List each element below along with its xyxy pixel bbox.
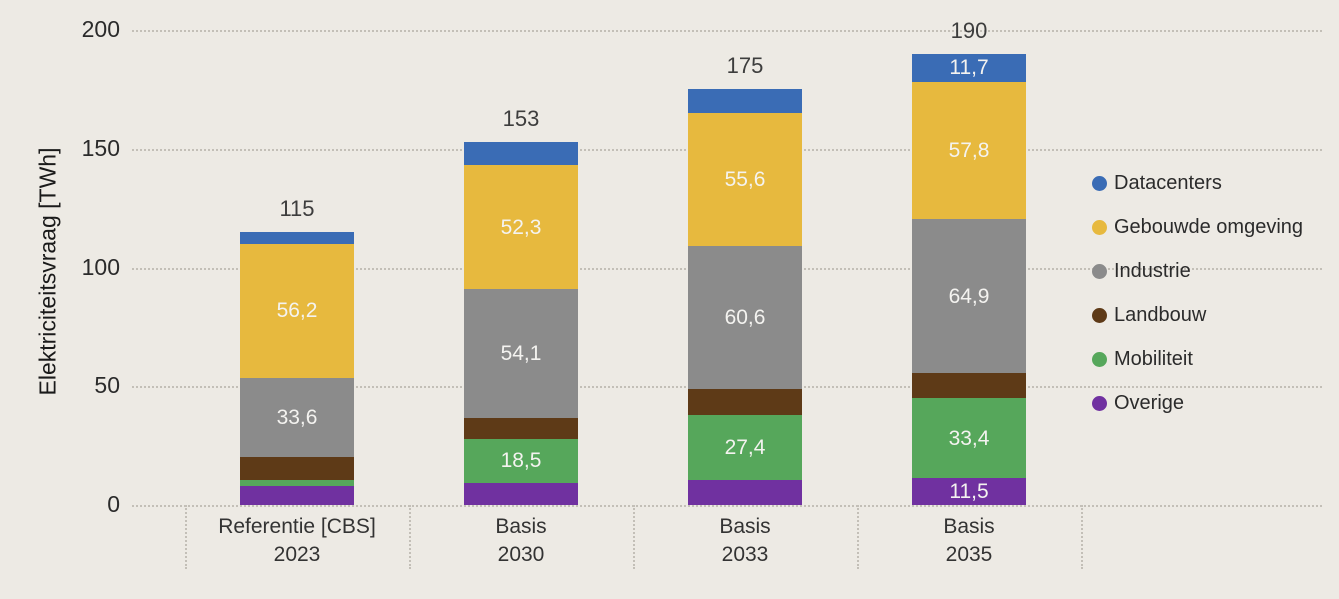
legend-label-datacenters: Datacenters — [1114, 172, 1222, 194]
segment-industrie: 33,6 — [240, 377, 354, 458]
legend-swatch-overige — [1092, 396, 1107, 411]
segment-mobiliteit: 18,5 — [464, 439, 578, 483]
x-category-separator — [857, 505, 859, 569]
y-tick-50: 50 — [94, 372, 120, 398]
x-category-line2: 2030 — [497, 543, 545, 567]
segment-value-label: 64,9 — [948, 284, 990, 308]
legend-item-datacenters: Datacenters — [1092, 172, 1303, 195]
bar-slot-2033: 175 55,6 60,6 27,4 — [633, 30, 857, 505]
segment-value-label: 33,4 — [948, 426, 990, 450]
segment-gebouwde-omgeving: 52,3 — [464, 165, 578, 290]
x-category-label-2035: Basis 2035 — [857, 513, 1081, 570]
bar-2033: 55,6 60,6 27,4 — [688, 89, 802, 505]
legend-swatch-landbouw — [1092, 308, 1107, 323]
legend-item-industrie: Industrie — [1092, 260, 1303, 283]
legend-label-industrie: Industrie — [1114, 260, 1191, 282]
x-category-label-2023: Referentie [CBS] 2023 — [185, 513, 409, 570]
legend: Datacenters Gebouwde omgeving Industrie Lan… — [1092, 172, 1303, 415]
segment-mobiliteit — [240, 480, 354, 487]
segment-value-label: 57,8 — [948, 138, 990, 162]
legend-swatch-datacenters — [1092, 176, 1107, 191]
segment-value-label: 60,6 — [724, 305, 766, 329]
bar-slot-2023: 115 56,2 33,6 — [185, 30, 409, 506]
bar-slot-2030: 153 52,3 54,1 18,5 — [409, 30, 633, 505]
x-category-separator — [633, 505, 635, 569]
x-category-separator — [409, 505, 411, 569]
segment-value-label: 56,2 — [276, 299, 318, 323]
y-tick-150: 150 — [81, 135, 120, 161]
segment-datacenters — [688, 89, 802, 114]
segment-gebouwde-omgeving: 55,6 — [688, 113, 802, 246]
legend-item-overige: Overige — [1092, 392, 1303, 415]
legend-item-mobiliteit: Mobiliteit — [1092, 348, 1303, 371]
bar-total-label: 153 — [502, 106, 540, 131]
x-category-separator — [1081, 505, 1083, 569]
gridline-200 — [132, 30, 1322, 32]
x-category-line2: 2023 — [273, 543, 321, 567]
bar-total-label: 175 — [726, 53, 764, 78]
segment-value-label: 27,4 — [724, 435, 766, 459]
bar-total-label: 115 — [279, 196, 315, 221]
segment-landbouw — [912, 373, 1026, 399]
segment-datacenters: 11,7 — [912, 54, 1026, 82]
x-category-label-2030: Basis 2030 — [409, 513, 633, 570]
legend-label-landbouw: Landbouw — [1114, 304, 1207, 326]
segment-value-label: 18,5 — [500, 449, 542, 473]
segment-value-label: 54,1 — [500, 342, 542, 365]
x-category-line2: 2033 — [721, 543, 769, 567]
segment-overige — [464, 482, 578, 505]
segment-landbouw — [240, 457, 354, 481]
y-tick-0: 0 — [107, 491, 120, 517]
segment-landbouw — [688, 389, 802, 415]
segment-gebouwde-omgeving: 56,2 — [240, 244, 354, 378]
x-category-line1: Referentie [CBS] — [218, 515, 376, 538]
bar-slot-2035: 190 11,7 57,8 64,9 33,4 11,5 — [857, 18, 1081, 505]
segment-industrie: 60,6 — [688, 245, 802, 390]
x-category-line2: 2035 — [945, 543, 993, 567]
gridline-0 — [132, 505, 1322, 507]
legend-swatch-industrie — [1092, 264, 1107, 279]
segment-overige: 11,5 — [912, 477, 1026, 505]
legend-item-gebouwde-omgeving: Gebouwde omgeving — [1092, 216, 1303, 239]
x-category-line1: Basis — [943, 515, 995, 538]
bar-2030: 52,3 54,1 18,5 — [464, 142, 578, 505]
segment-value-label: 33,6 — [276, 405, 318, 429]
bar-2023: 56,2 33,6 — [240, 232, 354, 506]
legend-label-mobiliteit: Mobiliteit — [1114, 348, 1193, 370]
segment-overige — [240, 486, 354, 506]
segment-value-label: 52,3 — [500, 215, 542, 239]
segment-value-label: 11,5 — [949, 479, 989, 503]
x-axis-labels: Referentie [CBS] 2023 Basis 2030 Basis 2033 Ba… — [185, 505, 1083, 577]
x-category-line1: Basis — [719, 515, 771, 538]
x-category-line1: Basis — [495, 515, 547, 538]
y-tick-200: 200 — [81, 16, 120, 42]
x-category-separator — [185, 505, 187, 569]
bar-total-label: 190 — [950, 18, 988, 43]
legend-item-landbouw: Landbouw — [1092, 304, 1303, 327]
legend-swatch-mobiliteit — [1092, 352, 1107, 367]
segment-overige — [688, 479, 802, 505]
segment-landbouw — [464, 417, 578, 440]
legend-label-gebouwde-omgeving: Gebouwde omgeving — [1114, 216, 1304, 238]
segment-datacenters — [240, 232, 354, 245]
segment-industrie: 54,1 — [464, 289, 578, 418]
segment-industrie: 64,9 — [912, 218, 1026, 374]
legend-swatch-gebouwde-omgeving — [1092, 220, 1107, 235]
segment-datacenters — [464, 142, 578, 166]
y-axis-ticks: 0 50 100 150 200 — [0, 16, 124, 517]
legend-label-overige: Overige — [1114, 392, 1185, 414]
segment-value-label: 55,6 — [724, 167, 766, 191]
segment-value-label: 11,7 — [949, 56, 989, 80]
y-tick-100: 100 — [81, 254, 120, 280]
bar-2035: 11,7 57,8 64,9 33,4 11,5 — [912, 54, 1026, 505]
segment-mobiliteit: 27,4 — [688, 414, 802, 480]
x-category-label-2033: Basis 2033 — [633, 513, 857, 570]
segment-gebouwde-omgeving: 57,8 — [912, 81, 1026, 219]
bars-layer: 115 56,2 33,6 153 52,3 54,1 18,5 175 55,6 60,6 27,… — [185, 18, 1081, 506]
segment-mobiliteit: 33,4 — [912, 398, 1026, 478]
